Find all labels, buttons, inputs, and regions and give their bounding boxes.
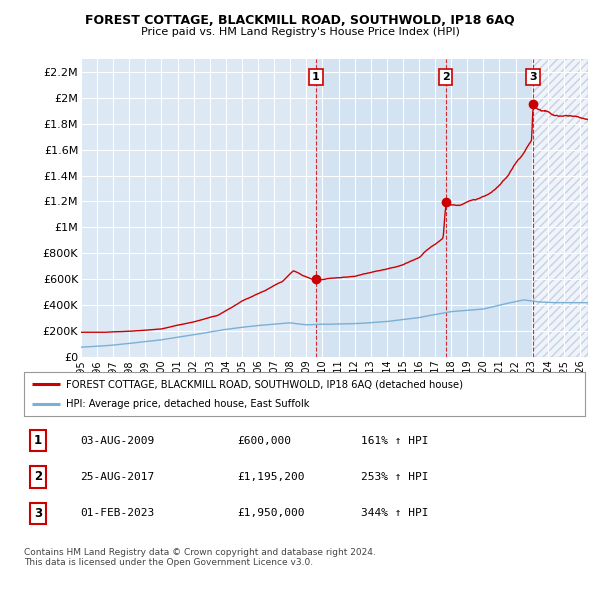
Text: 3: 3	[34, 507, 42, 520]
Text: 2: 2	[34, 470, 42, 483]
Text: 1: 1	[312, 72, 320, 82]
Text: 3: 3	[529, 72, 537, 82]
Text: 161% ↑ HPI: 161% ↑ HPI	[361, 435, 428, 445]
Text: £1,195,200: £1,195,200	[237, 472, 305, 482]
Text: 253% ↑ HPI: 253% ↑ HPI	[361, 472, 428, 482]
Text: Price paid vs. HM Land Registry's House Price Index (HPI): Price paid vs. HM Land Registry's House …	[140, 27, 460, 37]
Text: 25-AUG-2017: 25-AUG-2017	[80, 472, 154, 482]
Bar	[533, 59, 588, 357]
Text: £600,000: £600,000	[237, 435, 291, 445]
Bar	[316, 59, 446, 357]
Text: FOREST COTTAGE, BLACKMILL ROAD, SOUTHWOLD, IP18 6AQ: FOREST COTTAGE, BLACKMILL ROAD, SOUTHWOL…	[85, 14, 515, 27]
Text: HPI: Average price, detached house, East Suffolk: HPI: Average price, detached house, East…	[66, 399, 310, 409]
Text: £1,950,000: £1,950,000	[237, 508, 305, 518]
Text: 2: 2	[442, 72, 449, 82]
Text: 344% ↑ HPI: 344% ↑ HPI	[361, 508, 428, 518]
Text: 03-AUG-2009: 03-AUG-2009	[80, 435, 154, 445]
Text: 1: 1	[34, 434, 42, 447]
Bar	[446, 59, 533, 357]
Text: FOREST COTTAGE, BLACKMILL ROAD, SOUTHWOLD, IP18 6AQ (detached house): FOREST COTTAGE, BLACKMILL ROAD, SOUTHWOL…	[66, 379, 463, 389]
Text: Contains HM Land Registry data © Crown copyright and database right 2024.
This d: Contains HM Land Registry data © Crown c…	[24, 548, 376, 567]
Text: 01-FEB-2023: 01-FEB-2023	[80, 508, 154, 518]
